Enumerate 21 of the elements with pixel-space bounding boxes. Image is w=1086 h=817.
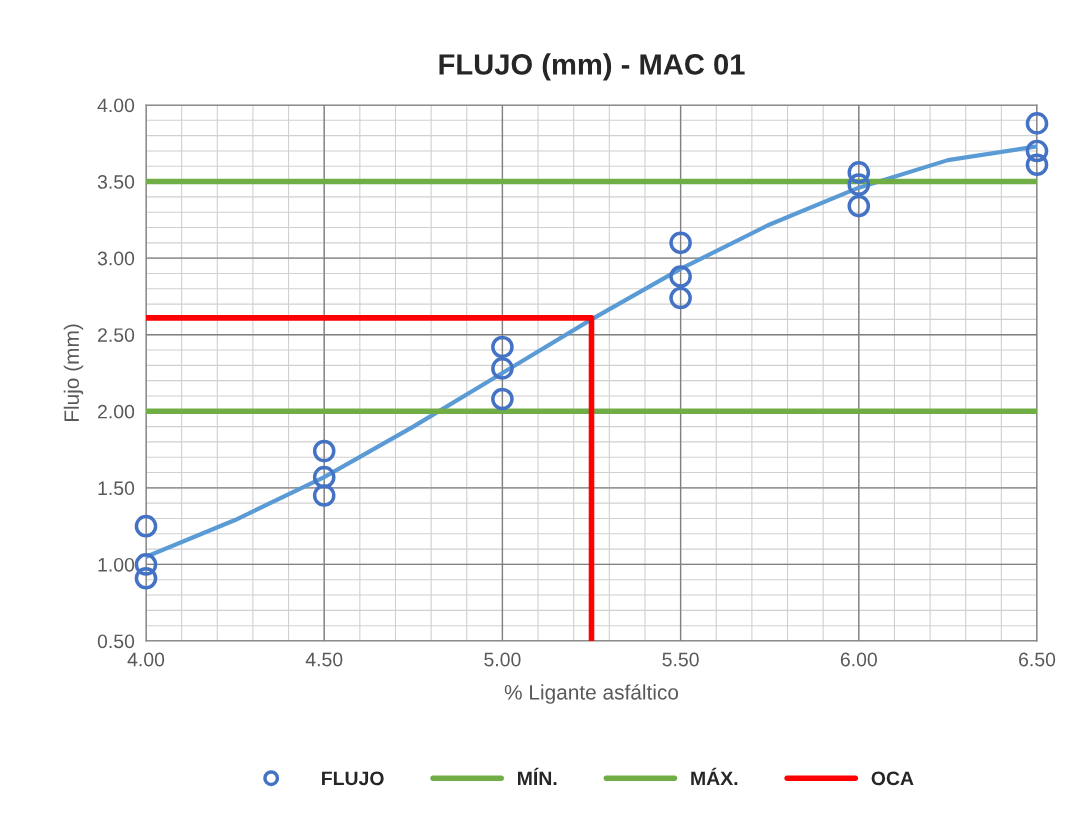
x-tick-label: 4.50 (305, 652, 343, 667)
y-tick-label: 2.00 (98, 404, 135, 419)
y-axis-title: Flujo (mm) (63, 324, 84, 422)
x-tick-label: 6.50 (1019, 652, 1056, 667)
legend-label: MÍN. (518, 767, 557, 786)
legend-label: OCA (871, 771, 914, 786)
y-tick-label: 3.50 (97, 175, 135, 189)
y-tick-label: 1.00 (98, 557, 135, 572)
y-tick-label: 0.50 (97, 634, 135, 649)
x-axis-title: % Ligante asfáltico (504, 684, 679, 704)
y-tick-label: 2.50 (98, 328, 135, 342)
y-tick-label: 1.50 (98, 481, 135, 496)
x-tick-label: 5.50 (662, 652, 699, 667)
legend-label: FLUJO (322, 771, 384, 786)
x-tick-label: 6.00 (840, 652, 877, 667)
y-tick-label: 3.00 (97, 251, 135, 266)
chart-title: FLUJO (mm) - MAC 01 (439, 53, 745, 81)
y-tick-label: 4.00 (97, 98, 135, 113)
x-tick-label: 5.00 (484, 652, 521, 667)
legend-label: MÁX. (691, 767, 738, 786)
x-tick-label: 4.00 (127, 652, 165, 667)
